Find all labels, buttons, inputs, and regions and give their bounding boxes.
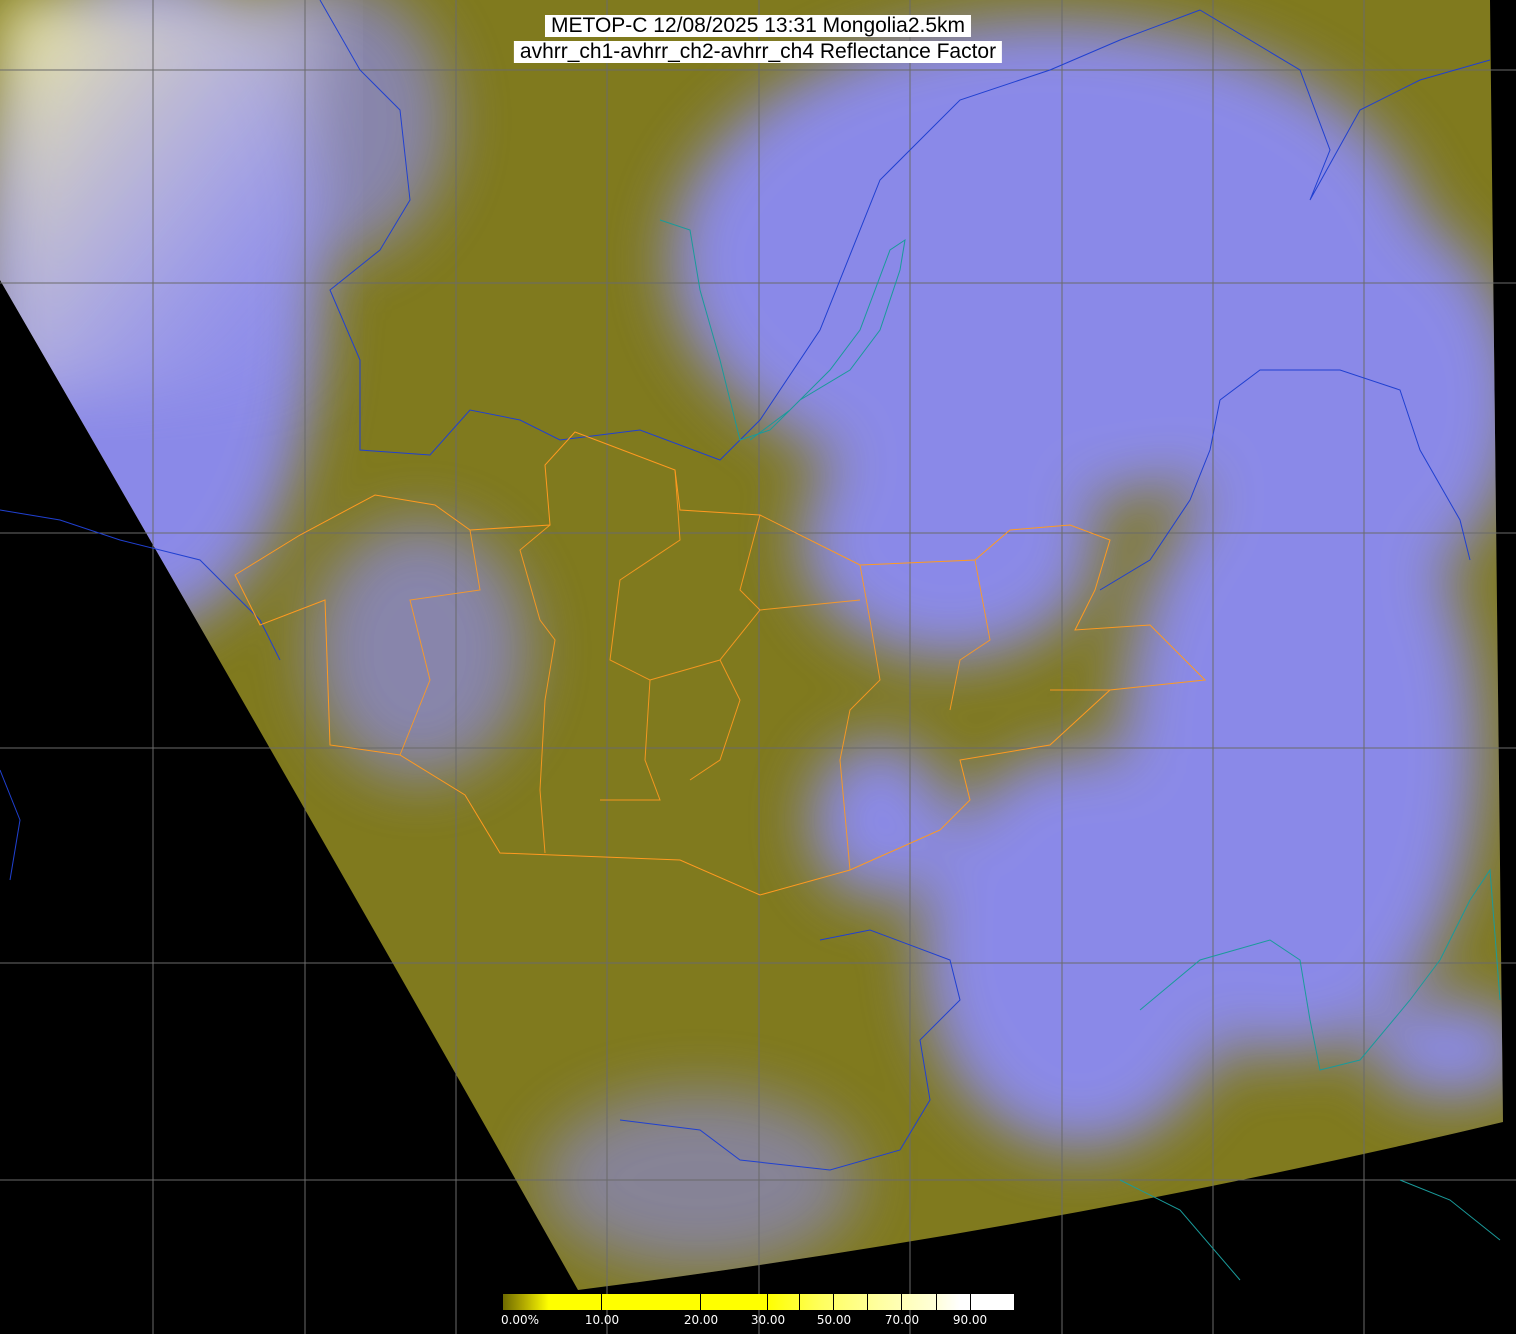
colorbar-tick — [901, 1294, 902, 1312]
colorbar-label: 30.00 — [750, 1313, 786, 1327]
colorbar-tick — [867, 1294, 868, 1312]
colorbar-tick — [601, 1294, 602, 1312]
colorbar-label: 50.00 — [816, 1313, 852, 1327]
colorbar-tick — [936, 1294, 937, 1312]
colorbar-tick — [767, 1294, 768, 1312]
colorbar — [503, 1294, 1011, 1310]
colorbar-tick — [833, 1294, 834, 1312]
colorbar-tick — [700, 1294, 701, 1312]
colorbar-end — [1011, 1294, 1014, 1310]
colorbar-tick — [970, 1294, 971, 1312]
colorbar-label: 20.00 — [683, 1313, 719, 1327]
colorbar-tick — [799, 1294, 800, 1312]
colorbar-label: 0.00% — [500, 1313, 540, 1327]
colorbar-label: 10.00 — [584, 1313, 620, 1327]
borders — [0, 0, 1501, 1281]
mongolia-outline — [234, 431, 1207, 896]
title-line-2: avhrr_ch1-avhrr_ch2-avhrr_ch4 Reflectanc… — [513, 41, 1003, 63]
colorbar-label: 90.00 — [952, 1313, 988, 1327]
title-line-1: METOP-C 12/08/2025 13:31 Mongolia2.5km — [544, 15, 972, 37]
colorbar-label: 70.00 — [884, 1313, 920, 1327]
